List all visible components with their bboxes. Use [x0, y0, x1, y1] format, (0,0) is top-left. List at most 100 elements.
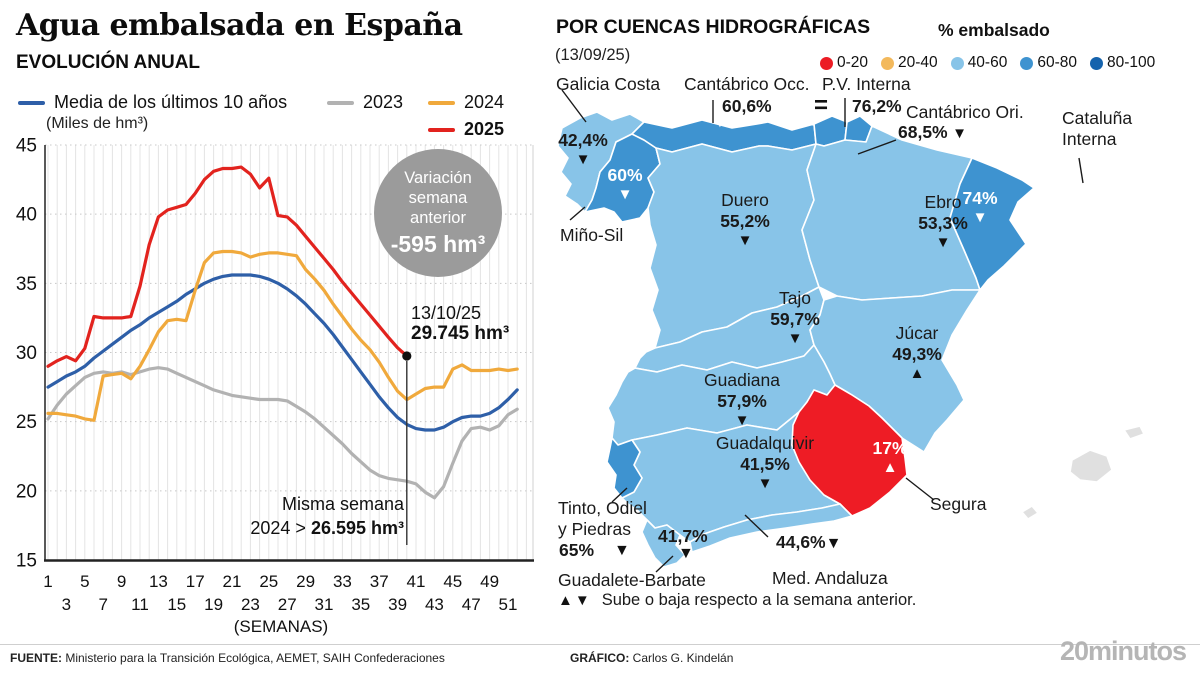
svg-text:9: 9 — [117, 572, 126, 591]
value-cantabrico-occ: 60,6% — [722, 96, 772, 116]
island-menorca — [1123, 425, 1145, 440]
red-dot-icon — [820, 56, 833, 70]
legend-line-orange-icon — [428, 100, 455, 105]
legend-item-80-100: 80-100 — [1090, 54, 1155, 72]
variation-badge-value: -595 hm³ — [390, 231, 486, 257]
leader-guadalete — [655, 555, 674, 573]
label-tinto-odiel: Tinto, Odiel y Piedras — [558, 498, 647, 539]
island-mallorca — [1069, 449, 1113, 483]
value-pv-interna: 76,2% — [852, 96, 902, 116]
down-triangle-icon: ▼ — [614, 542, 630, 559]
marker-guadalquivir: Guadalquivir 41,5% ▼ — [702, 433, 828, 492]
legend-item-60-80: 60-80 — [1020, 54, 1077, 72]
down-triangle-icon: ▼ — [757, 475, 773, 492]
down-triangle-icon: ▼ — [678, 545, 694, 562]
label-cantabrico-occ: Cantábrico Occ. — [684, 74, 810, 94]
variation-badge-line2: semana — [408, 189, 468, 207]
footer-credit: GRÁFICO: Carlos G. Kindelán — [570, 651, 734, 665]
same-week-annotation: Misma semana 2024 > 26.595 hm³ — [238, 492, 404, 540]
legend-label-2025: 2025 — [464, 119, 505, 139]
svg-text:25: 25 — [16, 412, 37, 433]
no-change-icon: = — [814, 92, 829, 119]
endpoint-value-label: 29.745 hm³ — [411, 323, 510, 344]
leader-mino-sil — [569, 206, 586, 221]
label-guadalete: Guadalete-Barbate — [558, 570, 706, 590]
legend-item-0-20: 0-20 — [820, 54, 868, 72]
svg-text:39: 39 — [388, 595, 407, 614]
down-triangle-icon: ▼ — [935, 234, 951, 251]
darkblue-dot-icon — [1090, 56, 1103, 70]
legend-item-media: Media de los últimos 10 años — [18, 92, 287, 113]
y-axis-unit-label: (Miles de hm³) — [46, 115, 149, 132]
legend-line-red-icon — [428, 127, 455, 132]
map-note: ▲▼ Sube o baja respecto a la semana ante… — [558, 591, 916, 610]
svg-text:(SEMANAS): (SEMANAS) — [234, 617, 328, 636]
endpoint-date-label: 13/10/25 — [411, 303, 482, 323]
value-tinto-odiel: 65% ▼ — [559, 540, 630, 560]
svg-text:45: 45 — [443, 572, 462, 591]
chart-subtitle: EVOLUCIÓN ANUAL — [16, 52, 201, 73]
marker-ebro: Ebro 53,3% ▼ — [898, 192, 988, 251]
svg-text:43: 43 — [425, 595, 444, 614]
map-note-text: Sube o baja respecto a la semana anterio… — [601, 591, 917, 609]
label-galicia-costa: Galicia Costa — [556, 74, 661, 94]
lightblue-dot-icon — [950, 56, 964, 70]
legend-line-gray-icon — [327, 100, 354, 105]
down-triangle-icon: ▼ — [972, 209, 988, 226]
svg-text:40: 40 — [16, 205, 37, 226]
svg-text:23: 23 — [241, 595, 260, 614]
svg-text:29: 29 — [296, 572, 315, 591]
down-triangle-icon: ▼ — [952, 125, 967, 142]
svg-text:37: 37 — [370, 572, 389, 591]
page-title: Agua embalsada en España — [16, 8, 463, 43]
svg-text:41: 41 — [407, 572, 426, 591]
orange-dot-icon — [881, 56, 895, 70]
svg-text:49: 49 — [480, 572, 499, 591]
value-med-andaluza: 44,6%▼ — [776, 532, 842, 552]
label-pv-interna: P.V. Interna — [822, 74, 911, 94]
label-cataluna-interna: Cataluña Interna — [1062, 108, 1133, 149]
footer-source: FUENTE: Ministerio para la Transición Ec… — [10, 651, 445, 665]
svg-text:35: 35 — [16, 274, 37, 295]
variation-badge-line1: Variación — [404, 169, 472, 187]
svg-text:15: 15 — [167, 595, 186, 614]
down-triangle-icon: ▼ — [734, 412, 750, 429]
svg-text:13: 13 — [149, 572, 168, 591]
svg-text:27: 27 — [278, 595, 297, 614]
svg-text:3: 3 — [62, 595, 71, 614]
value-guadalete: 41,7% — [658, 526, 708, 546]
marker-guadiana: Guadiana 57,9% ▼ — [694, 370, 790, 429]
svg-text:35: 35 — [351, 595, 370, 614]
legend-label-2023: 2023 — [363, 92, 404, 112]
svg-text:20: 20 — [16, 481, 37, 502]
legend-item-2025: 2025 — [428, 119, 504, 140]
island-ibiza — [1021, 505, 1039, 520]
svg-text:1: 1 — [43, 572, 52, 591]
region-med-andaluza — [689, 503, 853, 553]
leader-galicia — [561, 89, 587, 123]
leader-cantabrico-ori — [857, 139, 897, 155]
marker-duero: Duero 55,2% ▼ — [700, 190, 790, 249]
svg-text:21: 21 — [223, 572, 242, 591]
marker-mino-sil: 60% ▼ — [602, 165, 648, 203]
brand-logo: 20minutos — [1059, 636, 1187, 666]
marker-tajo: Tajo 59,7% ▼ — [752, 288, 838, 347]
blue-dot-icon — [1020, 56, 1034, 70]
up-triangle-icon: ▲ — [882, 459, 898, 476]
svg-text:45: 45 — [16, 136, 37, 157]
legend-label-media: Media de los últimos 10 años — [54, 92, 288, 112]
same-week-line2: 2024 > 26.595 hm³ — [250, 518, 404, 538]
legend-line-blue-icon — [18, 100, 45, 105]
variation-badge: Variación semana anterior -595 hm³ — [374, 149, 502, 277]
label-segura: Segura — [930, 494, 987, 514]
spain-basins-map — [557, 89, 1145, 573]
same-week-line1: Misma semana — [281, 494, 404, 514]
svg-text:17: 17 — [186, 572, 205, 591]
footer-divider — [0, 644, 1200, 645]
leader-segura — [905, 477, 935, 501]
svg-text:5: 5 — [80, 572, 89, 591]
map-date: (13/09/25) — [555, 46, 631, 64]
marker-galicia-costa: 42,4% ▼ — [552, 130, 614, 168]
variation-badge-line3: anterior — [410, 209, 466, 227]
